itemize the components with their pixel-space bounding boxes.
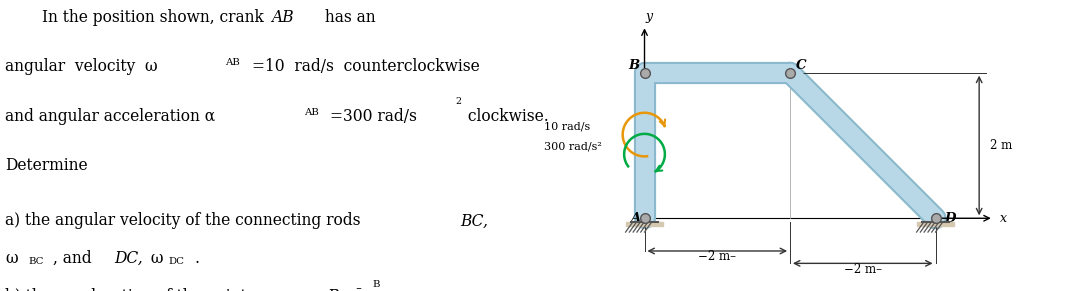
Text: .: .: [395, 288, 400, 291]
Text: ω: ω: [5, 250, 18, 267]
Text: 2 m: 2 m: [990, 139, 1012, 152]
Text: AB: AB: [304, 108, 319, 117]
Text: =300 rad/s: =300 rad/s: [330, 108, 417, 125]
Text: 2: 2: [456, 97, 462, 107]
Text: D: D: [944, 212, 956, 225]
Text: A: A: [630, 212, 641, 225]
Text: .: .: [194, 250, 200, 267]
Text: AB: AB: [225, 58, 239, 67]
Text: a) the angular velocity of the connecting rods: a) the angular velocity of the connectin…: [5, 212, 366, 229]
Text: C: C: [796, 59, 806, 72]
Text: −2 m–: −2 m–: [844, 263, 882, 276]
Text: AB: AB: [272, 9, 294, 26]
Text: B: B: [629, 59, 640, 72]
Text: , and: , and: [53, 250, 97, 267]
Text: and angular acceleration α: and angular acceleration α: [5, 108, 215, 125]
Text: Determine: Determine: [5, 157, 88, 174]
Text: 300 rad/s²: 300 rad/s²: [544, 141, 602, 151]
Text: has an: has an: [320, 9, 376, 26]
Text: b) the acceleration of the point: b) the acceleration of the point: [5, 288, 252, 291]
Text: =10  rad/s  counterclockwise: =10 rad/s counterclockwise: [252, 58, 479, 75]
Text: DC: DC: [168, 257, 185, 266]
Text: DC,: DC,: [114, 250, 143, 267]
Text: In the position shown, crank: In the position shown, crank: [42, 9, 269, 26]
Text: ā: ā: [351, 288, 365, 291]
Polygon shape: [918, 222, 954, 226]
Text: 10 rad/s: 10 rad/s: [544, 122, 591, 132]
Polygon shape: [627, 222, 662, 226]
Text: B: B: [372, 280, 380, 289]
Text: B,: B,: [327, 288, 343, 291]
Text: BC,: BC,: [460, 212, 488, 229]
Text: angular  velocity  ω: angular velocity ω: [5, 58, 157, 75]
Text: x: x: [999, 212, 1007, 225]
Text: clockwise.: clockwise.: [464, 108, 550, 125]
Text: BC: BC: [28, 257, 43, 266]
Text: −2 m–: −2 m–: [698, 251, 736, 263]
Text: y: y: [645, 10, 653, 23]
Text: ω: ω: [147, 250, 164, 267]
